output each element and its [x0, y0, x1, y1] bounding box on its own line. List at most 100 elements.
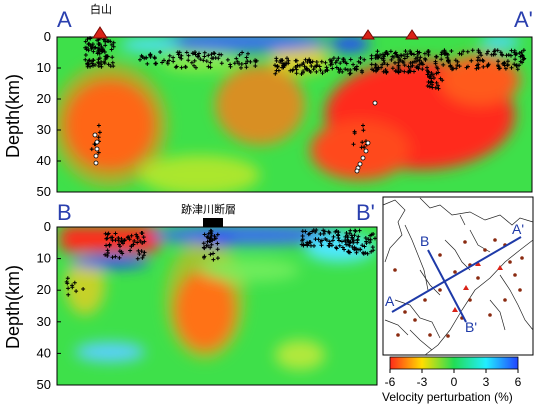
inset-label-a-prime: A'	[512, 221, 524, 237]
quake-marker	[358, 247, 363, 252]
colorbar-tick-label-2: 0	[451, 375, 458, 389]
quake-marker	[140, 255, 145, 260]
quake-marker	[153, 61, 158, 66]
quake-marker	[135, 234, 140, 239]
quake-marker	[215, 256, 220, 261]
volcano-triangle-2	[361, 29, 375, 40]
quake-marker	[324, 238, 329, 243]
panel-b-start-label: B	[57, 200, 72, 225]
quake-marker	[104, 243, 109, 248]
quake-marker	[314, 69, 319, 74]
inset-map-dot	[476, 276, 480, 280]
quake-marker	[371, 232, 376, 236]
quake-marker	[273, 63, 277, 68]
quake-marker	[512, 62, 517, 67]
quake-marker	[373, 62, 378, 67]
panel-a-ytick-label-2: 20	[37, 91, 51, 106]
quake-marker	[105, 232, 110, 237]
low-frequency-event	[93, 160, 99, 166]
quake-marker	[340, 239, 344, 244]
quake-marker	[393, 60, 397, 65]
quake-marker	[310, 229, 315, 234]
quake-marker	[186, 53, 191, 58]
quake-marker	[422, 51, 427, 56]
quake-marker	[103, 252, 108, 257]
quake-marker	[253, 64, 258, 68]
quake-marker	[360, 70, 365, 75]
quake-marker	[375, 49, 380, 54]
quake-marker	[140, 231, 145, 236]
quake-marker	[183, 64, 188, 69]
quake-marker	[119, 249, 124, 254]
quake-marker	[148, 54, 153, 59]
panel-b-ytick-label-2: 20	[37, 282, 51, 297]
quake-marker	[408, 64, 413, 69]
quake-marker	[301, 70, 305, 75]
quake-marker	[312, 243, 316, 248]
quake-marker	[370, 245, 375, 250]
quake-marker	[66, 292, 71, 297]
colorbar-tick-label-4: 6	[515, 375, 522, 389]
quake-marker	[173, 65, 178, 70]
quake-marker	[426, 69, 431, 74]
quake-marker	[474, 66, 479, 71]
quake-marker	[446, 58, 450, 63]
quake-marker	[209, 52, 214, 57]
quake-marker	[102, 50, 107, 54]
quake-marker	[354, 250, 359, 255]
quake-marker	[87, 58, 92, 63]
quake-marker	[476, 62, 481, 67]
inset-map-dots	[393, 238, 524, 338]
quake-marker	[192, 63, 196, 68]
colorbar-tick-label-3: 3	[483, 375, 490, 389]
quake-marker	[280, 65, 285, 70]
quake-marker	[99, 64, 104, 69]
quake-marker	[88, 36, 93, 41]
quake-marker	[177, 50, 182, 55]
panel-b: 跡津川断層 B B' 0 10 20 30 40 50 Depth(km)	[3, 200, 378, 392]
quake-marker	[478, 58, 482, 63]
quake-marker	[351, 238, 356, 243]
quake-marker	[202, 50, 207, 55]
panel-a-heatmap	[57, 37, 532, 192]
quake-marker	[117, 242, 121, 247]
quake-marker	[348, 240, 352, 245]
quake-marker	[105, 248, 110, 253]
quake-marker	[334, 245, 339, 250]
quake-marker	[513, 57, 518, 62]
quake-marker	[232, 61, 237, 66]
volcano-triangle-3	[405, 29, 419, 40]
quake-marker	[104, 54, 109, 59]
inset-map-coastlines	[382, 197, 534, 356]
quake-marker	[496, 66, 501, 71]
quake-marker	[72, 280, 77, 285]
quake-marker	[110, 60, 115, 65]
quake-marker	[275, 65, 280, 69]
quake-marker	[455, 63, 460, 68]
quake-marker	[98, 47, 103, 52]
quake-marker	[219, 52, 224, 57]
inset-map-dot	[483, 248, 487, 252]
inset-map-dot	[520, 256, 524, 260]
quake-marker	[105, 253, 110, 258]
quake-marker	[88, 44, 93, 49]
quake-marker	[512, 50, 517, 55]
quake-marker	[314, 228, 319, 232]
quake-marker	[414, 65, 419, 70]
quake-marker	[496, 63, 500, 68]
quake-marker	[209, 229, 214, 234]
quake-marker	[481, 64, 486, 69]
quake-marker	[476, 65, 481, 70]
quake-marker	[362, 57, 367, 62]
panel-a-ytick-label-0: 0	[44, 29, 51, 44]
quake-marker	[87, 41, 92, 46]
quake-marker	[352, 66, 357, 71]
quake-marker	[439, 57, 444, 62]
inset-line-b	[427, 249, 467, 323]
quake-marker	[476, 50, 481, 55]
quake-marker	[376, 54, 381, 59]
quake-marker	[324, 68, 329, 72]
quake-marker	[228, 64, 233, 69]
quake-marker	[352, 247, 357, 252]
quake-marker	[211, 51, 216, 55]
